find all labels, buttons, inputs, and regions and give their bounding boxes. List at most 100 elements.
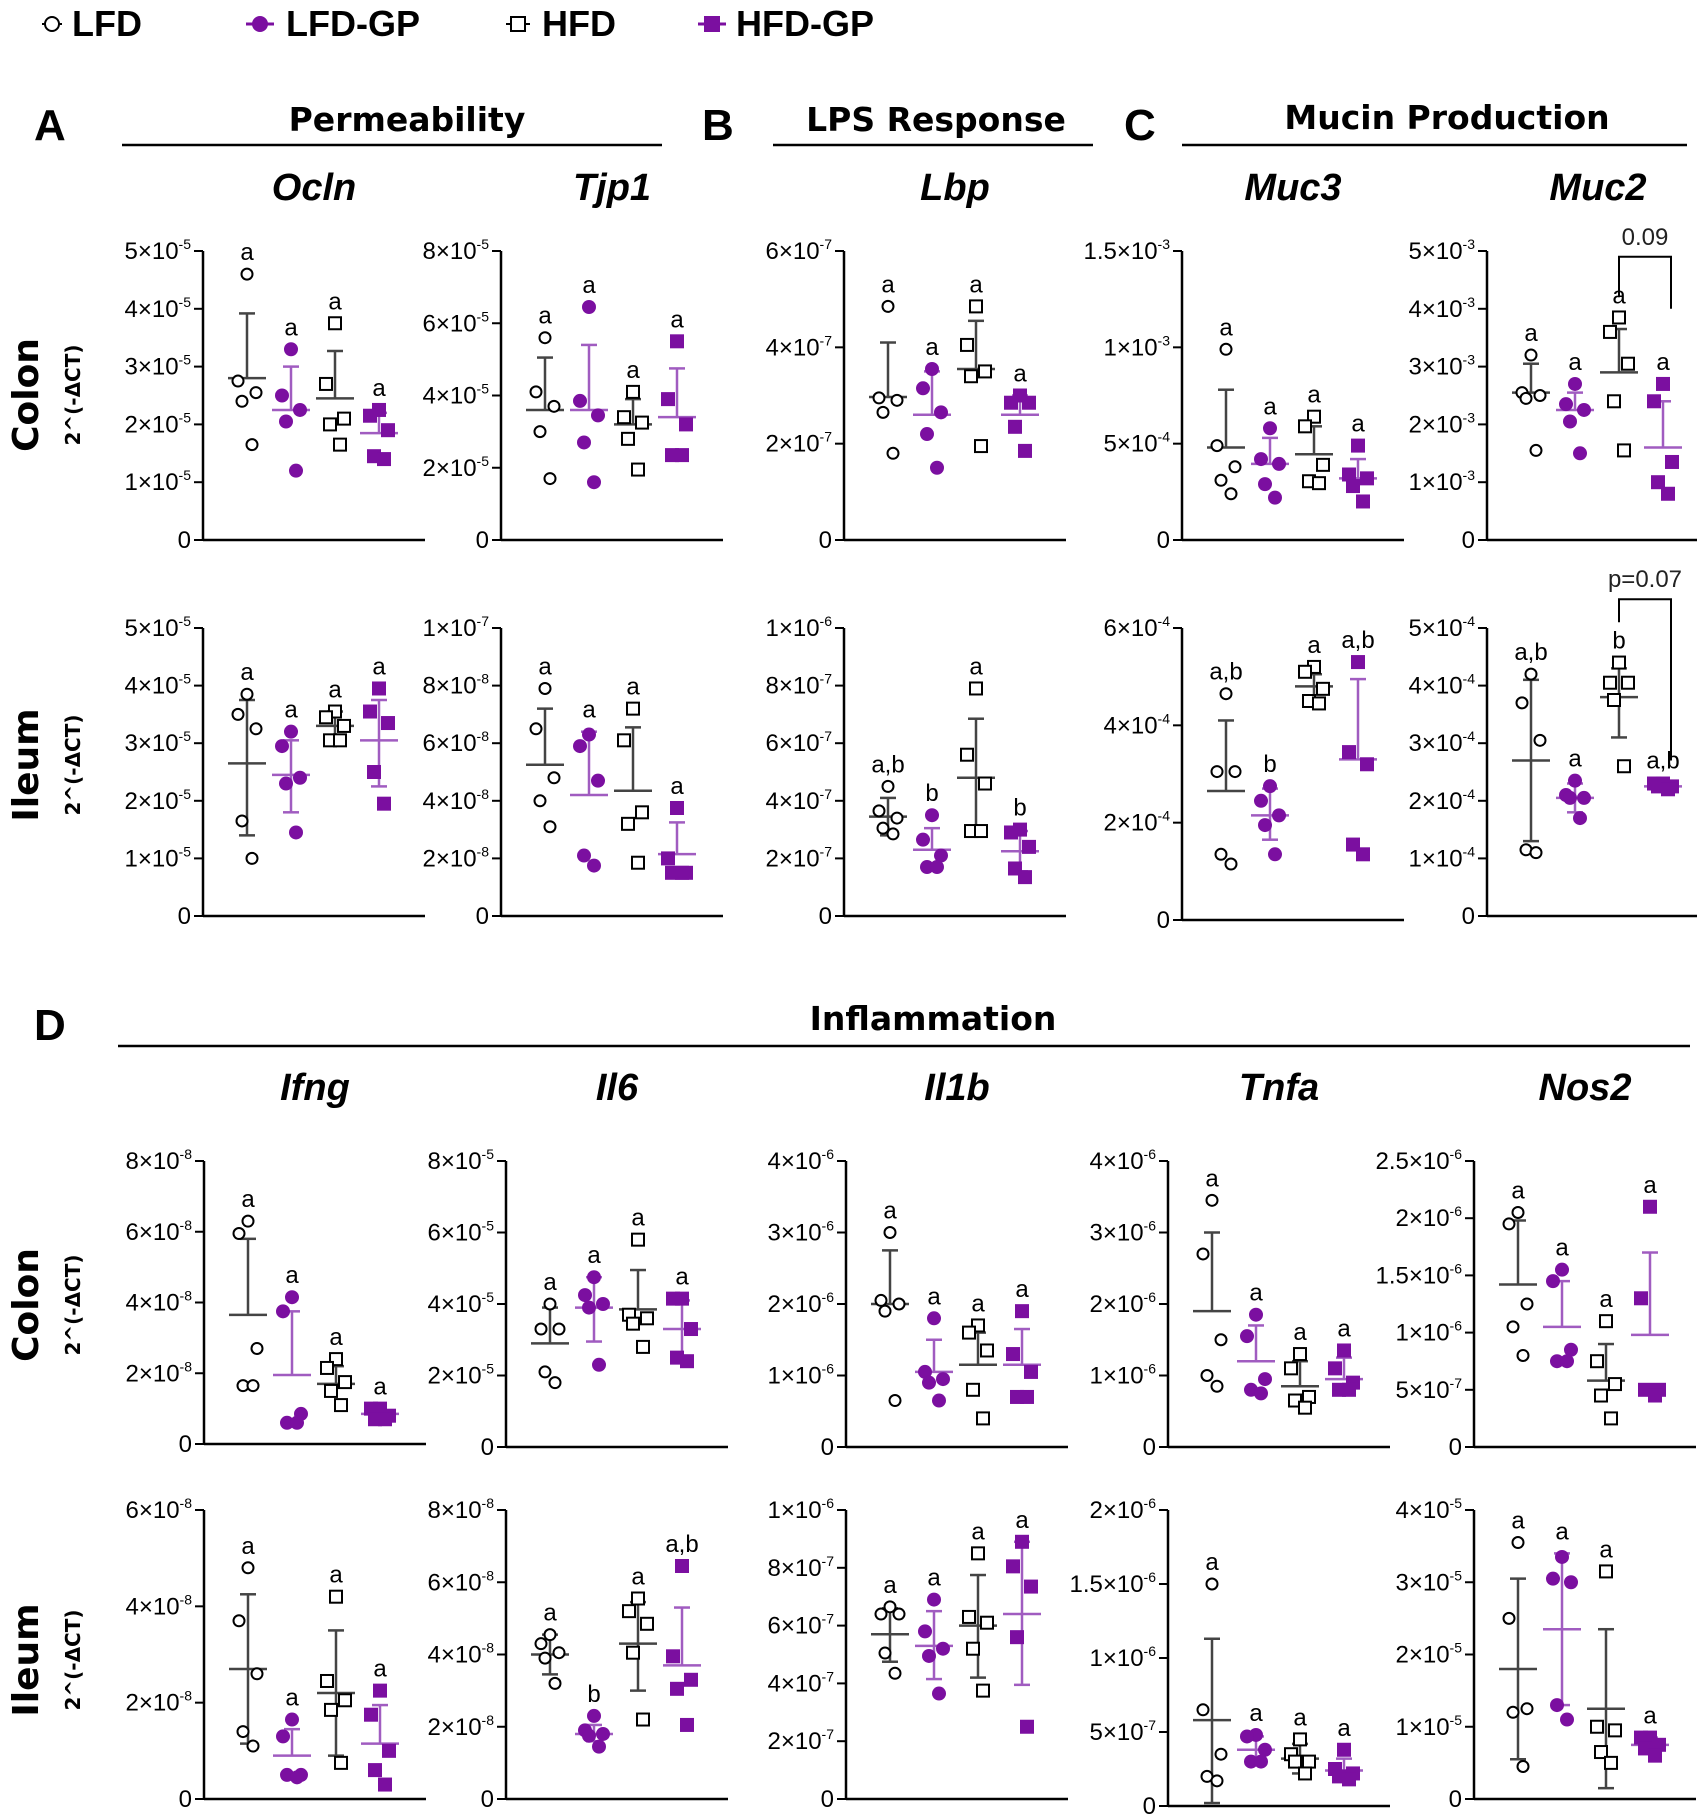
data-point — [617, 410, 631, 425]
chart-panel-ifng-ileum: 0 2×10-8 4×10-8 6×10-8 a a a a — [125, 1495, 426, 1813]
group-lfd: a — [531, 1269, 569, 1390]
data-point — [1661, 486, 1675, 501]
chart-panel-ifng-colon: Ifng 0 2×10-8 4×10-8 6×10-8 8×10-8 a a a a — [125, 1067, 426, 1458]
gene-title: Il6 — [596, 1067, 639, 1109]
data-point — [964, 369, 978, 384]
data-point — [1205, 1193, 1219, 1207]
y-tick-label: 2×10-8 — [422, 843, 489, 872]
significance-letter: a — [1643, 1172, 1657, 1199]
data-point — [279, 414, 293, 429]
data-point — [538, 1365, 552, 1379]
y-tick-label: 0 — [1462, 527, 1475, 554]
data-point — [883, 1600, 897, 1614]
data-point — [1519, 391, 1533, 405]
y-tick-label: 6×10-7 — [767, 1611, 834, 1640]
significance-letter: a — [285, 1262, 299, 1289]
data-point — [1258, 1742, 1272, 1757]
y-tick-label: 4×10-7 — [767, 1668, 834, 1697]
data-point — [962, 1609, 976, 1624]
significance-letter: a — [372, 653, 386, 680]
section-title-permeability: Permeability — [289, 100, 526, 139]
group-lfd: a — [526, 653, 564, 834]
data-point — [892, 1297, 906, 1311]
y-tick-label: 1×10-5 — [124, 467, 191, 496]
data-point — [1607, 693, 1621, 707]
data-point — [1200, 1369, 1214, 1382]
group-lfd: a — [1193, 1165, 1231, 1393]
data-point — [231, 374, 245, 388]
chart-panel-lbp-colon: Lbp 0 2×10-7 4×10-7 6×10-7 a a a a — [765, 167, 1066, 554]
data-point — [250, 1341, 264, 1355]
data-point — [275, 739, 289, 754]
data-point — [249, 386, 263, 400]
data-point — [1643, 1199, 1657, 1214]
y-tick-label: 0 — [476, 527, 489, 554]
data-point — [1263, 421, 1277, 436]
group-hfd-gp: a — [1339, 411, 1377, 509]
data-point — [1004, 395, 1018, 410]
data-point — [1210, 1774, 1224, 1788]
data-point — [680, 1354, 694, 1369]
data-point — [372, 681, 386, 696]
y-tick-label: 2×10-7 — [767, 1726, 834, 1755]
significance-letter: a — [582, 272, 596, 299]
significance-letter: a — [1568, 746, 1582, 773]
gene-title: Muc2 — [1549, 167, 1646, 209]
y-axis-label: 2^(-ΔCT) — [61, 1609, 85, 1710]
significance-letter: a — [1015, 1276, 1029, 1303]
data-point — [1228, 460, 1242, 474]
data-point — [334, 1398, 348, 1413]
y-tick-label: 2×10-7 — [765, 429, 832, 458]
y-tick-label: 5×10-4 — [1103, 429, 1170, 458]
data-point — [548, 1376, 562, 1390]
data-point — [373, 1683, 387, 1698]
data-point — [1346, 479, 1360, 494]
data-point — [1568, 773, 1582, 788]
gene-title: Il1b — [924, 1067, 989, 1109]
data-point — [684, 1672, 698, 1687]
data-point — [334, 1755, 348, 1770]
data-point — [1612, 655, 1626, 670]
significance-letter: a — [1555, 1518, 1569, 1545]
significance-letter: a — [241, 1533, 255, 1560]
data-point — [1502, 1217, 1516, 1231]
y-tick-label: 3×10-3 — [1408, 352, 1475, 381]
data-point — [1550, 1698, 1564, 1713]
data-point — [1316, 457, 1330, 472]
filled-circle-icon — [252, 16, 268, 32]
panel-letter-b: B — [702, 101, 734, 150]
data-point — [582, 1300, 596, 1315]
data-point — [246, 1379, 260, 1393]
group-lfd: a — [1207, 314, 1245, 501]
data-point — [675, 448, 689, 463]
data-point — [1608, 1723, 1622, 1738]
y-tick-label: 8×10-5 — [427, 1146, 494, 1175]
group-lfd-gp: a — [915, 1283, 953, 1408]
data-point — [1024, 1579, 1038, 1594]
data-point — [1560, 1354, 1574, 1369]
data-point — [1293, 1732, 1307, 1747]
row-label-text: Ileum — [6, 1603, 47, 1716]
gene-title: Ifng — [280, 1067, 350, 1109]
data-point — [1515, 696, 1529, 710]
chart-panel-ocln-colon: Ocln 0 1×10-5 2×10-5 3×10-5 4×10-5 5×10-5 a a a a — [124, 167, 425, 554]
data-point — [280, 1415, 294, 1430]
group-hfd: a — [1587, 1286, 1625, 1426]
group-hfd: a — [317, 1324, 355, 1413]
significance-letter: a — [1015, 1507, 1029, 1534]
data-point — [573, 393, 587, 408]
data-point — [1603, 324, 1617, 339]
y-tick-label: 1.5×10-6 — [1069, 1569, 1156, 1598]
data-point — [922, 1375, 936, 1390]
significance-letter: a — [1205, 1165, 1219, 1192]
y-tick-label: 5×10-4 — [1408, 613, 1475, 642]
group-hfd: a — [1587, 1536, 1625, 1790]
chart-panel-muc3-colon: Muc3 0 5×10-4 1×10-3 1.5×10-3 a a a a — [1083, 167, 1404, 554]
data-point — [337, 411, 351, 426]
significance-letter: b — [587, 1681, 600, 1708]
data-point — [592, 1739, 606, 1754]
data-point — [916, 832, 930, 847]
legend-label: LFD-GP — [286, 3, 420, 44]
data-point — [236, 1725, 250, 1739]
